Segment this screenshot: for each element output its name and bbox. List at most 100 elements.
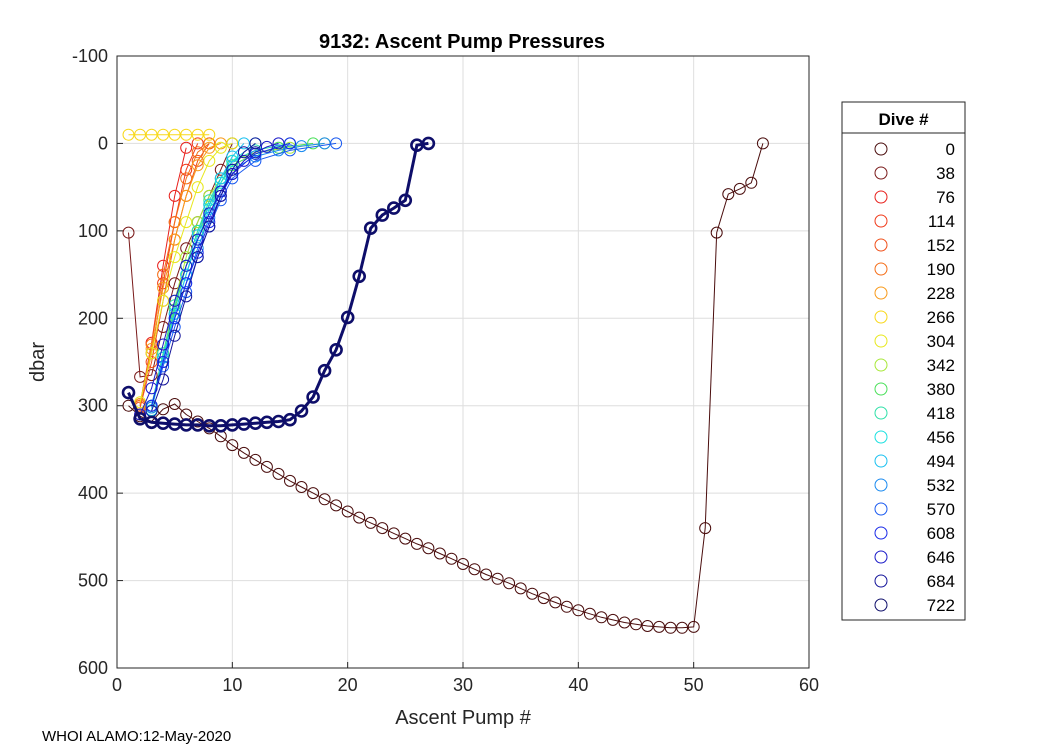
legend-entry: 152 <box>874 236 955 255</box>
legend-label: 608 <box>927 524 955 543</box>
x-tick-label: 10 <box>222 675 242 695</box>
data-point <box>537 592 550 605</box>
legend-entry: 114 <box>874 212 955 231</box>
data-point <box>226 168 239 180</box>
data-point <box>352 269 367 284</box>
data-point <box>756 137 769 150</box>
legend-label: 190 <box>927 260 955 279</box>
data-point <box>583 607 596 620</box>
legend-label: 418 <box>927 404 955 423</box>
legend-label: 570 <box>927 500 955 519</box>
legend-label: 266 <box>927 308 955 327</box>
data-point <box>180 172 193 185</box>
data-point <box>410 537 423 550</box>
data-point <box>433 547 446 560</box>
data-point <box>422 542 435 555</box>
data-point <box>122 226 135 239</box>
data-point <box>376 522 389 535</box>
x-tick-label: 20 <box>338 675 358 695</box>
y-tick-label: 400 <box>78 483 108 503</box>
data-point <box>283 412 297 427</box>
data-point <box>421 136 436 151</box>
series-line <box>139 143 210 406</box>
y-tick-label: -100 <box>72 46 108 66</box>
data-point <box>572 604 585 617</box>
legend-label: 494 <box>927 452 955 471</box>
data-point <box>145 382 158 395</box>
legend-marker <box>874 166 888 180</box>
legend-label: 684 <box>927 572 955 591</box>
data-point <box>386 201 401 215</box>
data-point <box>272 467 285 480</box>
legend-marker <box>874 142 888 156</box>
data-point <box>168 321 181 333</box>
data-point <box>157 128 170 141</box>
data-point <box>560 600 573 613</box>
data-point <box>226 163 239 176</box>
series-dive-722 <box>121 136 436 433</box>
legend-marker <box>874 454 888 468</box>
data-point <box>733 182 746 195</box>
legend-marker <box>874 574 888 588</box>
series-dive-228 <box>134 137 227 410</box>
data-point <box>191 159 204 172</box>
data-point <box>284 474 296 487</box>
legend-marker <box>874 430 888 444</box>
series-line <box>139 142 279 415</box>
x-tick-label: 30 <box>453 675 473 695</box>
series-line <box>128 143 764 629</box>
data-point <box>226 439 239 452</box>
x-tick-label: 40 <box>568 675 588 695</box>
series-dive-266 <box>122 128 216 141</box>
data-point <box>157 294 170 307</box>
legend-label: 38 <box>936 164 955 183</box>
data-point <box>226 150 239 163</box>
data-point <box>514 582 527 595</box>
legend-entry: 722 <box>874 596 955 615</box>
x-axis-label: Ascent Pump # <box>395 707 532 729</box>
data-point <box>340 310 355 325</box>
legend-entry: 456 <box>874 428 955 447</box>
data-point <box>526 587 539 600</box>
data-point <box>122 128 135 141</box>
y-tick-label: 100 <box>78 221 108 241</box>
legend-marker <box>874 358 888 372</box>
legend-entry: 228 <box>874 284 955 303</box>
data-point <box>168 398 181 410</box>
data-point <box>294 404 309 418</box>
series-line <box>139 142 221 405</box>
data-point <box>329 342 343 357</box>
legend-label: 380 <box>927 380 955 399</box>
legend-marker <box>874 214 888 228</box>
data-point <box>353 511 366 524</box>
legend: Dive # 0 38 76 114 152 190 228 266 304 342 380 418 4… <box>841 101 966 621</box>
legend-entry: 532 <box>874 476 955 495</box>
data-point <box>180 259 193 272</box>
data-point <box>203 207 216 220</box>
data-point <box>226 137 239 150</box>
data-point <box>237 446 250 459</box>
data-point <box>363 221 378 235</box>
legend-entry: 0 <box>874 140 955 159</box>
data-point <box>191 146 204 159</box>
data-point <box>480 568 493 581</box>
legend-entry: 266 <box>874 308 955 327</box>
legend-label: 228 <box>927 284 955 303</box>
footer-stamp: WHOI ALAMO:12-May-2020 <box>42 728 231 745</box>
data-point <box>387 527 400 540</box>
data-point <box>630 618 642 631</box>
data-point <box>180 141 193 154</box>
legend-marker <box>874 334 888 348</box>
data-point <box>606 613 619 626</box>
data-point <box>157 268 170 281</box>
data-point <box>445 552 458 565</box>
data-point <box>157 373 170 386</box>
x-tick-label: 0 <box>112 675 122 695</box>
legend-label: 722 <box>927 596 955 615</box>
legend-label: 152 <box>927 236 955 255</box>
data-point <box>330 499 343 512</box>
series-dive-684 <box>145 137 262 417</box>
data-point <box>191 251 204 264</box>
data-point <box>214 141 227 154</box>
data-point <box>191 233 204 246</box>
